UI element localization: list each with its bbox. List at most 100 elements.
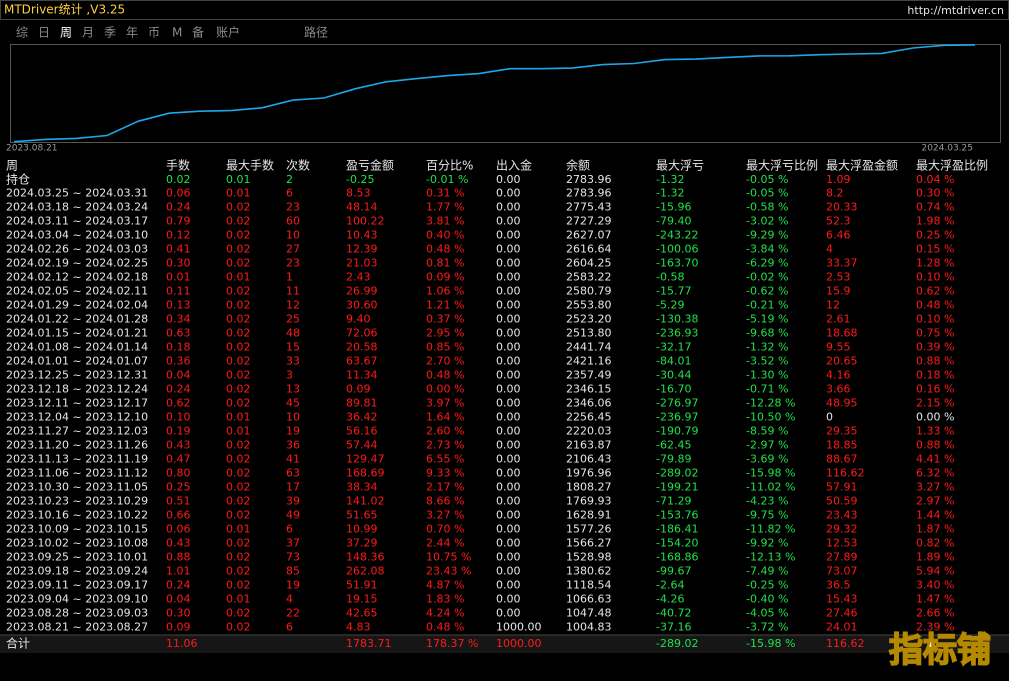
cell: 60 — [286, 215, 300, 228]
tab[interactable]: 备 — [192, 26, 204, 40]
cell: 0.02 — [226, 313, 251, 326]
tab[interactable]: 账户 — [216, 25, 240, 40]
cell: -0.25 — [346, 173, 374, 186]
cell: 0.00 — [496, 495, 521, 508]
cell: 2580.79 — [566, 285, 612, 298]
cell: 56.16 — [346, 425, 378, 438]
cell: 0.10 % — [916, 313, 954, 326]
column-header: 盈亏金额 — [346, 158, 394, 173]
cell: 15 — [286, 341, 300, 354]
cell: 30.60 — [346, 299, 378, 312]
cell: -236.93 — [656, 327, 698, 340]
cell: 6.55 % — [426, 453, 464, 466]
cell: 0.00 — [496, 341, 521, 354]
cell: 0.00 — [496, 299, 521, 312]
cell: 100.22 — [346, 215, 385, 228]
cell: -99.67 — [656, 565, 691, 578]
cell: -1.32 % — [746, 341, 788, 354]
cell: 89.81 — [346, 397, 378, 410]
cell: -130.38 — [656, 313, 698, 326]
cell: 1566.27 — [566, 537, 612, 550]
cell: 2.53 — [826, 271, 851, 284]
cell: 0.02 — [226, 257, 251, 270]
cell: 10.99 — [346, 523, 378, 536]
cell: 2.66 % — [916, 607, 954, 620]
cell: 10 — [286, 229, 300, 242]
cell: 0.15 % — [916, 243, 954, 256]
cell: -9.29 % — [746, 229, 788, 242]
cell: 2163.87 — [566, 439, 612, 452]
tab[interactable]: 币 — [148, 26, 160, 40]
cell: 0.19 — [166, 425, 191, 438]
cell: 17 — [286, 481, 300, 494]
cell: 0.02 — [226, 327, 251, 340]
cell: 33 — [286, 355, 300, 368]
cell: -3.69 % — [746, 453, 788, 466]
cell: 4.41 % — [916, 453, 954, 466]
cell: 85 — [286, 565, 300, 578]
cell: 0.00 — [496, 327, 521, 340]
cell: 1528.98 — [566, 551, 612, 564]
cell: 1118.54 — [566, 579, 612, 592]
row-label: 持仓 — [6, 172, 30, 187]
cell: 0.02 — [226, 215, 251, 228]
cell: -4.23 % — [746, 495, 788, 508]
cell: 2256.45 — [566, 411, 612, 424]
cell: -1.32 — [656, 173, 684, 186]
cell: -1.32 — [656, 187, 684, 200]
tab[interactable]: 月 — [82, 26, 94, 40]
cell: 178.37 % — [426, 637, 478, 650]
cell: 0.00 % — [426, 383, 464, 396]
cell: 0.47 — [166, 453, 191, 466]
cell: 0.00 — [496, 201, 521, 214]
cell: -84.01 — [656, 355, 691, 368]
cell: 24.01 — [826, 621, 858, 634]
column-header: 百分比% — [426, 159, 473, 173]
tab[interactable]: 综 — [16, 26, 28, 40]
cell: -71.29 — [656, 495, 691, 508]
cell: 1577.26 — [566, 523, 612, 536]
cell: 33.37 — [826, 257, 858, 270]
cell: 15.43 — [826, 593, 858, 606]
cell: 2220.03 — [566, 425, 612, 438]
cell: 129.47 — [346, 453, 385, 466]
cell: 0.00 — [496, 565, 521, 578]
cell: 0.48 % — [426, 243, 464, 256]
row-label: 2023.12.25 ~ 2023.12.31 — [6, 369, 148, 382]
cell: -190.79 — [656, 425, 698, 438]
cell: 4.83 — [346, 621, 371, 634]
row-label: 2024.03.11 ~ 2024.03.17 — [6, 215, 148, 228]
tab[interactable]: 周 — [60, 26, 72, 40]
cell: 12.39 — [346, 243, 378, 256]
cell: 9.33 % — [426, 467, 464, 480]
cell: 0.00 — [496, 397, 521, 410]
tab[interactable]: 路径 — [304, 25, 328, 40]
tab[interactable]: M — [172, 26, 182, 40]
cell: -0.25 % — [746, 579, 788, 592]
cell: 5.94 % — [916, 565, 954, 578]
cell: 0.88 % — [916, 355, 954, 368]
cell: 2553.80 — [566, 299, 612, 312]
cell: 50.59 — [826, 495, 858, 508]
tab[interactable]: 季 — [104, 26, 116, 40]
cell: 37.29 — [346, 537, 378, 550]
cell: 0.36 — [166, 355, 191, 368]
cell: 0.16 % — [916, 383, 954, 396]
cell: 22 — [286, 607, 300, 620]
cell: 1.21 % — [426, 299, 464, 312]
cell: 0.24 — [166, 201, 191, 214]
tab[interactable]: 日 — [38, 26, 50, 40]
cell: 0.34 — [166, 313, 191, 326]
cell: 0.02 — [226, 607, 251, 620]
tab[interactable]: 年 — [126, 26, 138, 40]
cell: 1976.96 — [566, 467, 612, 480]
cell: 1004.83 — [566, 621, 612, 634]
cell: 1.28 % — [916, 257, 954, 270]
cell: -15.98 % — [746, 637, 795, 650]
cell: 2441.74 — [566, 341, 612, 354]
cell: 0.02 — [226, 467, 251, 480]
cell: 0.09 — [166, 621, 191, 634]
cell: 0.02 — [226, 383, 251, 396]
url[interactable]: http://mtdriver.cn — [907, 4, 1004, 17]
